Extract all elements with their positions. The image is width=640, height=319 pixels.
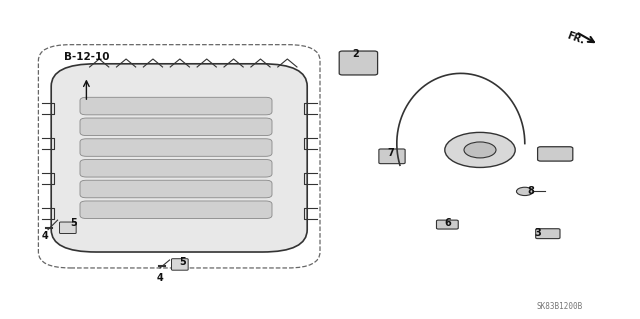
Text: B-12-10: B-12-10 xyxy=(63,52,109,63)
Circle shape xyxy=(464,142,496,158)
FancyBboxPatch shape xyxy=(538,147,573,161)
FancyBboxPatch shape xyxy=(80,160,272,177)
Text: 4: 4 xyxy=(157,272,163,283)
Circle shape xyxy=(445,132,515,167)
Text: 2: 2 xyxy=(352,49,358,59)
Text: 3: 3 xyxy=(534,228,541,238)
FancyBboxPatch shape xyxy=(436,220,458,229)
FancyBboxPatch shape xyxy=(536,229,560,239)
FancyBboxPatch shape xyxy=(80,97,272,115)
FancyBboxPatch shape xyxy=(80,180,272,198)
Text: 5: 5 xyxy=(70,218,77,228)
Circle shape xyxy=(516,187,533,196)
FancyBboxPatch shape xyxy=(80,139,272,156)
FancyBboxPatch shape xyxy=(172,259,188,270)
Text: 6: 6 xyxy=(445,218,451,228)
Text: 8: 8 xyxy=(528,186,534,197)
FancyBboxPatch shape xyxy=(60,222,76,234)
FancyBboxPatch shape xyxy=(80,201,272,219)
Text: FR.: FR. xyxy=(566,31,586,46)
Text: SK83B1200B: SK83B1200B xyxy=(537,302,583,311)
Text: 5: 5 xyxy=(179,256,186,267)
FancyBboxPatch shape xyxy=(51,64,307,252)
FancyBboxPatch shape xyxy=(379,149,405,164)
Text: 4: 4 xyxy=(42,231,48,241)
FancyBboxPatch shape xyxy=(80,118,272,136)
Text: 7: 7 xyxy=(387,148,394,158)
FancyBboxPatch shape xyxy=(339,51,378,75)
